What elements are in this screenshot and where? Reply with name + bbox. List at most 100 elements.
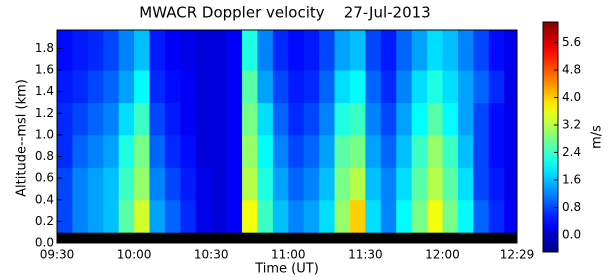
heatmap-cell [103,200,119,233]
heatmap-cell [335,30,351,71]
y-tick-label: 0.0 [35,236,54,250]
heatmap-cell [103,135,119,168]
heatmap-cell [365,102,381,135]
heatmap-cell [165,70,181,103]
heatmap-cell [396,30,412,71]
colorbar [543,22,558,252]
heatmap-cell [72,135,88,168]
heatmap-cell [427,200,443,233]
heatmap-cell [196,200,212,233]
heatmap-cell [504,200,517,233]
heatmap-cell [57,200,73,233]
heatmap-cell [211,167,227,200]
heatmap-cell [396,167,412,200]
heatmap-cell [458,200,474,233]
heatmap-cell [119,200,135,233]
heatmap-cell [273,167,289,200]
colorbar-tick-label: 3.2 [562,117,581,131]
heatmap-cell [88,70,104,103]
heatmap-cell [242,102,258,135]
heatmap-cell [412,200,428,233]
heatmap-cell [442,102,458,135]
heatmap-cell [489,200,505,233]
heatmap-cell [319,200,335,233]
x-tick-label: 11:00 [271,248,306,262]
x-tick-label: 10:30 [194,248,229,262]
heatmap-cell [180,200,196,233]
colorbar-tick-label: 5.6 [562,35,581,49]
y-tick-label: 0.2 [35,214,54,228]
heatmap-cell [72,70,88,103]
heatmap-cell [88,200,104,233]
heatmap-cell [72,167,88,200]
heatmap-cell [335,135,351,168]
heatmap-cell [319,167,335,200]
heatmap-cell [180,70,196,103]
heatmap-cell [196,102,212,135]
heatmap-cell [381,135,397,168]
heatmap-cell [365,135,381,168]
heatmap-cell [458,30,474,71]
heatmap-cell [396,102,412,135]
heatmap-cell [442,200,458,233]
heatmap-cell [273,200,289,233]
heatmap-cell [288,102,304,135]
heatmap-cell [288,200,304,233]
heatmap-cell [242,200,258,233]
heatmap-cell [365,167,381,200]
y-axis-label: Altitude--msl (km) [15,79,30,197]
colorbar-tick-label: 4.8 [562,63,581,77]
heatmap-cell [103,167,119,200]
x-tick-label: 12:29 [500,248,535,262]
colorbar-label: m/s [590,125,605,149]
heatmap-cell [88,30,104,71]
heatmap-cell [412,102,428,135]
colorbar-tick-label: 1.6 [562,172,581,186]
heatmap-cell [504,167,517,200]
heatmap-cell [103,70,119,103]
heatmap-cell [412,167,428,200]
heatmap-cell [427,30,443,71]
heatmap-cell [211,102,227,135]
heatmap-cell [242,135,258,168]
heatmap-cell [72,102,88,135]
heatmap-cell [165,30,181,71]
heatmap-cell [412,30,428,71]
heatmap-cell [381,30,397,71]
heatmap-cell [335,200,351,233]
heatmap-cell [304,167,320,200]
heatmap-cell [150,200,166,233]
heatmap-cell [335,167,351,200]
heatmap-cell [396,200,412,233]
heatmap-cell [257,135,273,168]
heatmap-cell [442,135,458,168]
heatmap-cell [150,102,166,135]
heatmap-cell [350,200,366,233]
heatmap-cell [150,30,166,71]
heatmap-cell [489,167,505,200]
heatmap-cell [288,30,304,71]
colorbar-tick-label: 4.0 [562,90,581,104]
heatmap-cell [304,102,320,135]
y-tick-label: 1.2 [35,106,54,120]
heatmap-cell [473,102,489,135]
heatmap-cell [103,102,119,135]
heatmap-cell [211,30,227,71]
heatmap-cell [196,135,212,168]
heatmap-cell [134,30,150,71]
heatmap-cell [350,167,366,200]
heatmap-cell [196,70,212,103]
colorbar-tick-label: 0.0 [562,227,581,241]
heatmap-cell [150,135,166,168]
heatmap-cell [57,30,73,71]
heatmap-cell [119,167,135,200]
heatmap-cell [103,30,119,71]
heatmap-cell [381,102,397,135]
heatmap-cell [304,135,320,168]
heatmap-cell [180,135,196,168]
x-axis-label: Time (UT) [254,262,319,277]
heatmap-cell [180,102,196,135]
heatmap-cell [304,200,320,233]
heatmap-cell [273,102,289,135]
heatmap-cell [473,70,489,103]
